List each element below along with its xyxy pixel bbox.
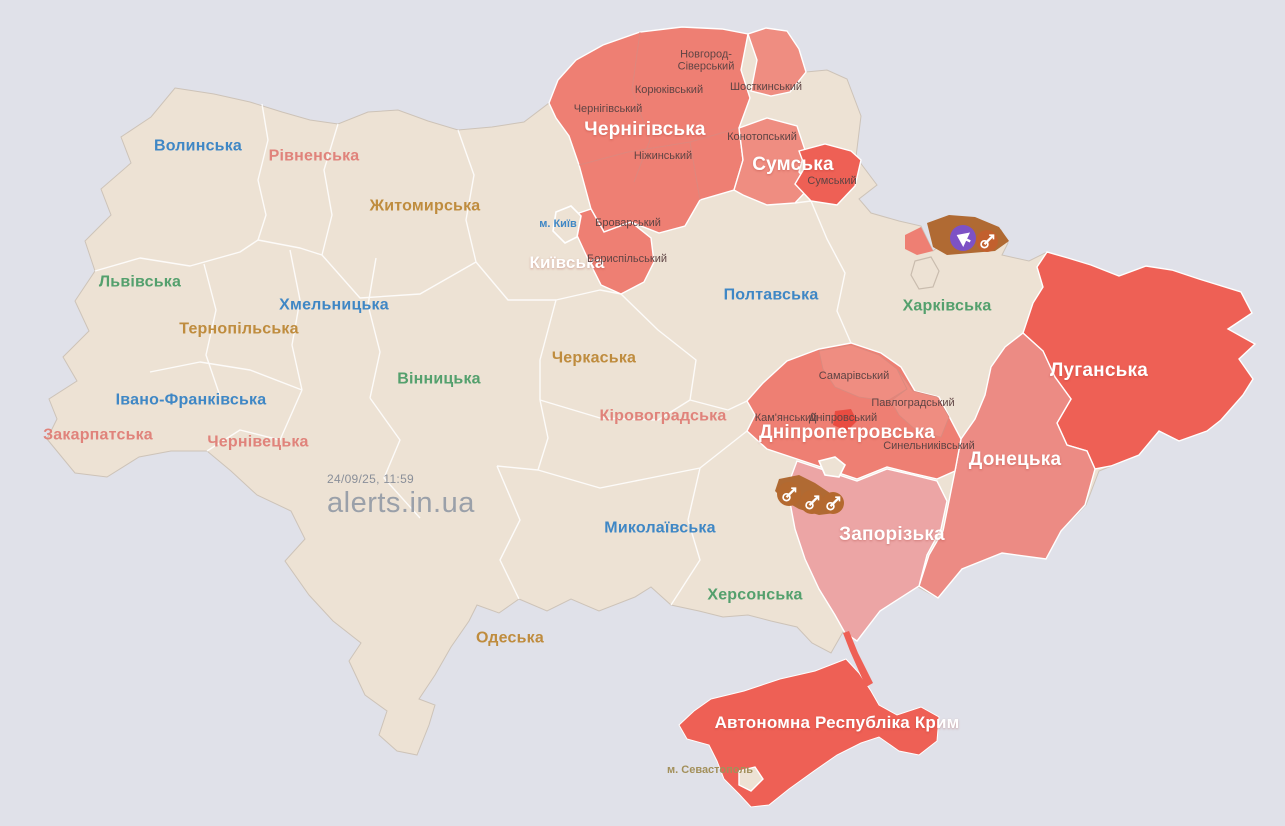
artillery-alert-marker[interactable] <box>777 482 801 506</box>
region-kharkiv-border-alert-patch[interactable] <box>905 227 933 255</box>
region-dnipro-pavlohradskyi[interactable] <box>890 368 950 438</box>
region-sumska-shostkynskyi[interactable] <box>747 27 807 97</box>
region-sevastopol-city[interactable] <box>738 766 764 792</box>
drone-alert-marker[interactable] <box>950 225 976 251</box>
region-crimea[interactable] <box>678 658 940 808</box>
raion-borders-chernihiv <box>578 31 740 201</box>
artillery-alert-marker[interactable] <box>800 490 824 514</box>
region-arabat-spit[interactable] <box>843 631 873 687</box>
region-sumska-konotopskyi[interactable] <box>733 117 812 206</box>
region-donetska[interactable] <box>918 332 1096 599</box>
region-dnipropetrovska[interactable] <box>746 342 962 480</box>
region-kyiv-city[interactable] <box>552 205 582 244</box>
region-zaporizhzhia-city[interactable] <box>817 456 847 478</box>
region-dnipro-city-spot[interactable] <box>833 409 857 431</box>
region-kharkiv-city[interactable] <box>910 256 940 290</box>
artillery-alert-marker[interactable] <box>822 492 844 514</box>
region-dnipro-samarivskyi[interactable] <box>818 344 908 402</box>
region-sumska-sumskyi[interactable] <box>794 143 862 206</box>
artillery-alert-marker[interactable] <box>976 230 998 252</box>
oblast-borders <box>94 103 852 606</box>
